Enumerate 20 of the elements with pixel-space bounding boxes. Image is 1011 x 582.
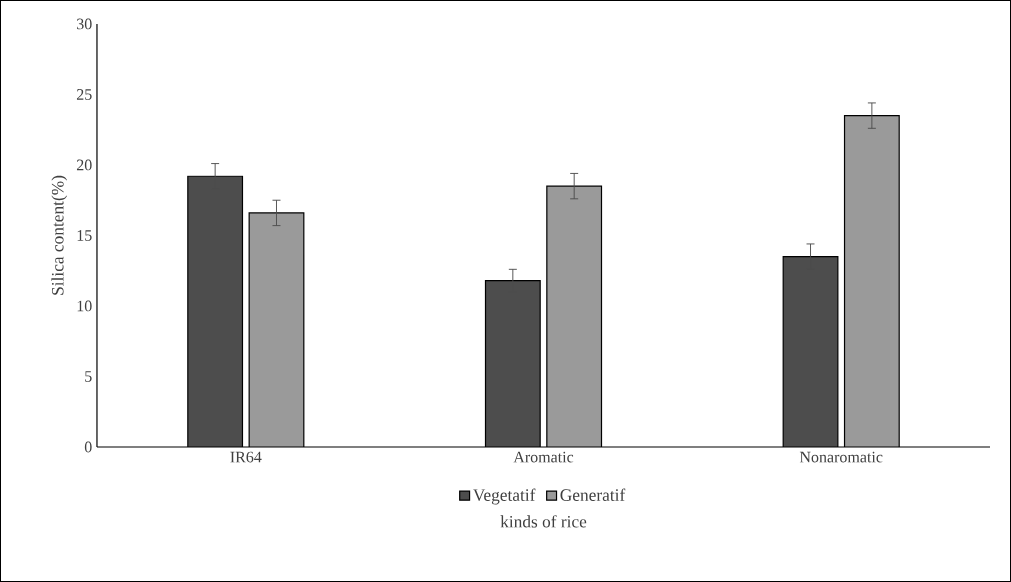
legend-label: Generatif (560, 488, 626, 501)
bar (843, 115, 900, 448)
y-tick-label: 0 (84, 441, 92, 453)
x-axis-title: kinds of rice (500, 515, 587, 528)
bar (782, 256, 839, 448)
y-tick-label: 15 (77, 230, 92, 241)
y-tick-label: 20 (76, 159, 92, 171)
x-tick-label: Aromatic (513, 451, 574, 463)
x-tick-label: IR64 (230, 451, 262, 463)
y-tick-label: 10 (77, 300, 92, 312)
y-tick-label: 25 (76, 89, 92, 100)
bar (187, 176, 243, 448)
y-tick-label: 5 (85, 371, 92, 382)
y-axis-title: Silica content(%) (51, 175, 68, 295)
bar (546, 186, 602, 448)
y-tick-label: 30 (77, 18, 92, 30)
bar (249, 212, 304, 448)
legend-label: Vegetatif (473, 488, 536, 505)
x-tick-label: Nonaromatic (799, 451, 883, 463)
bar (485, 280, 541, 448)
